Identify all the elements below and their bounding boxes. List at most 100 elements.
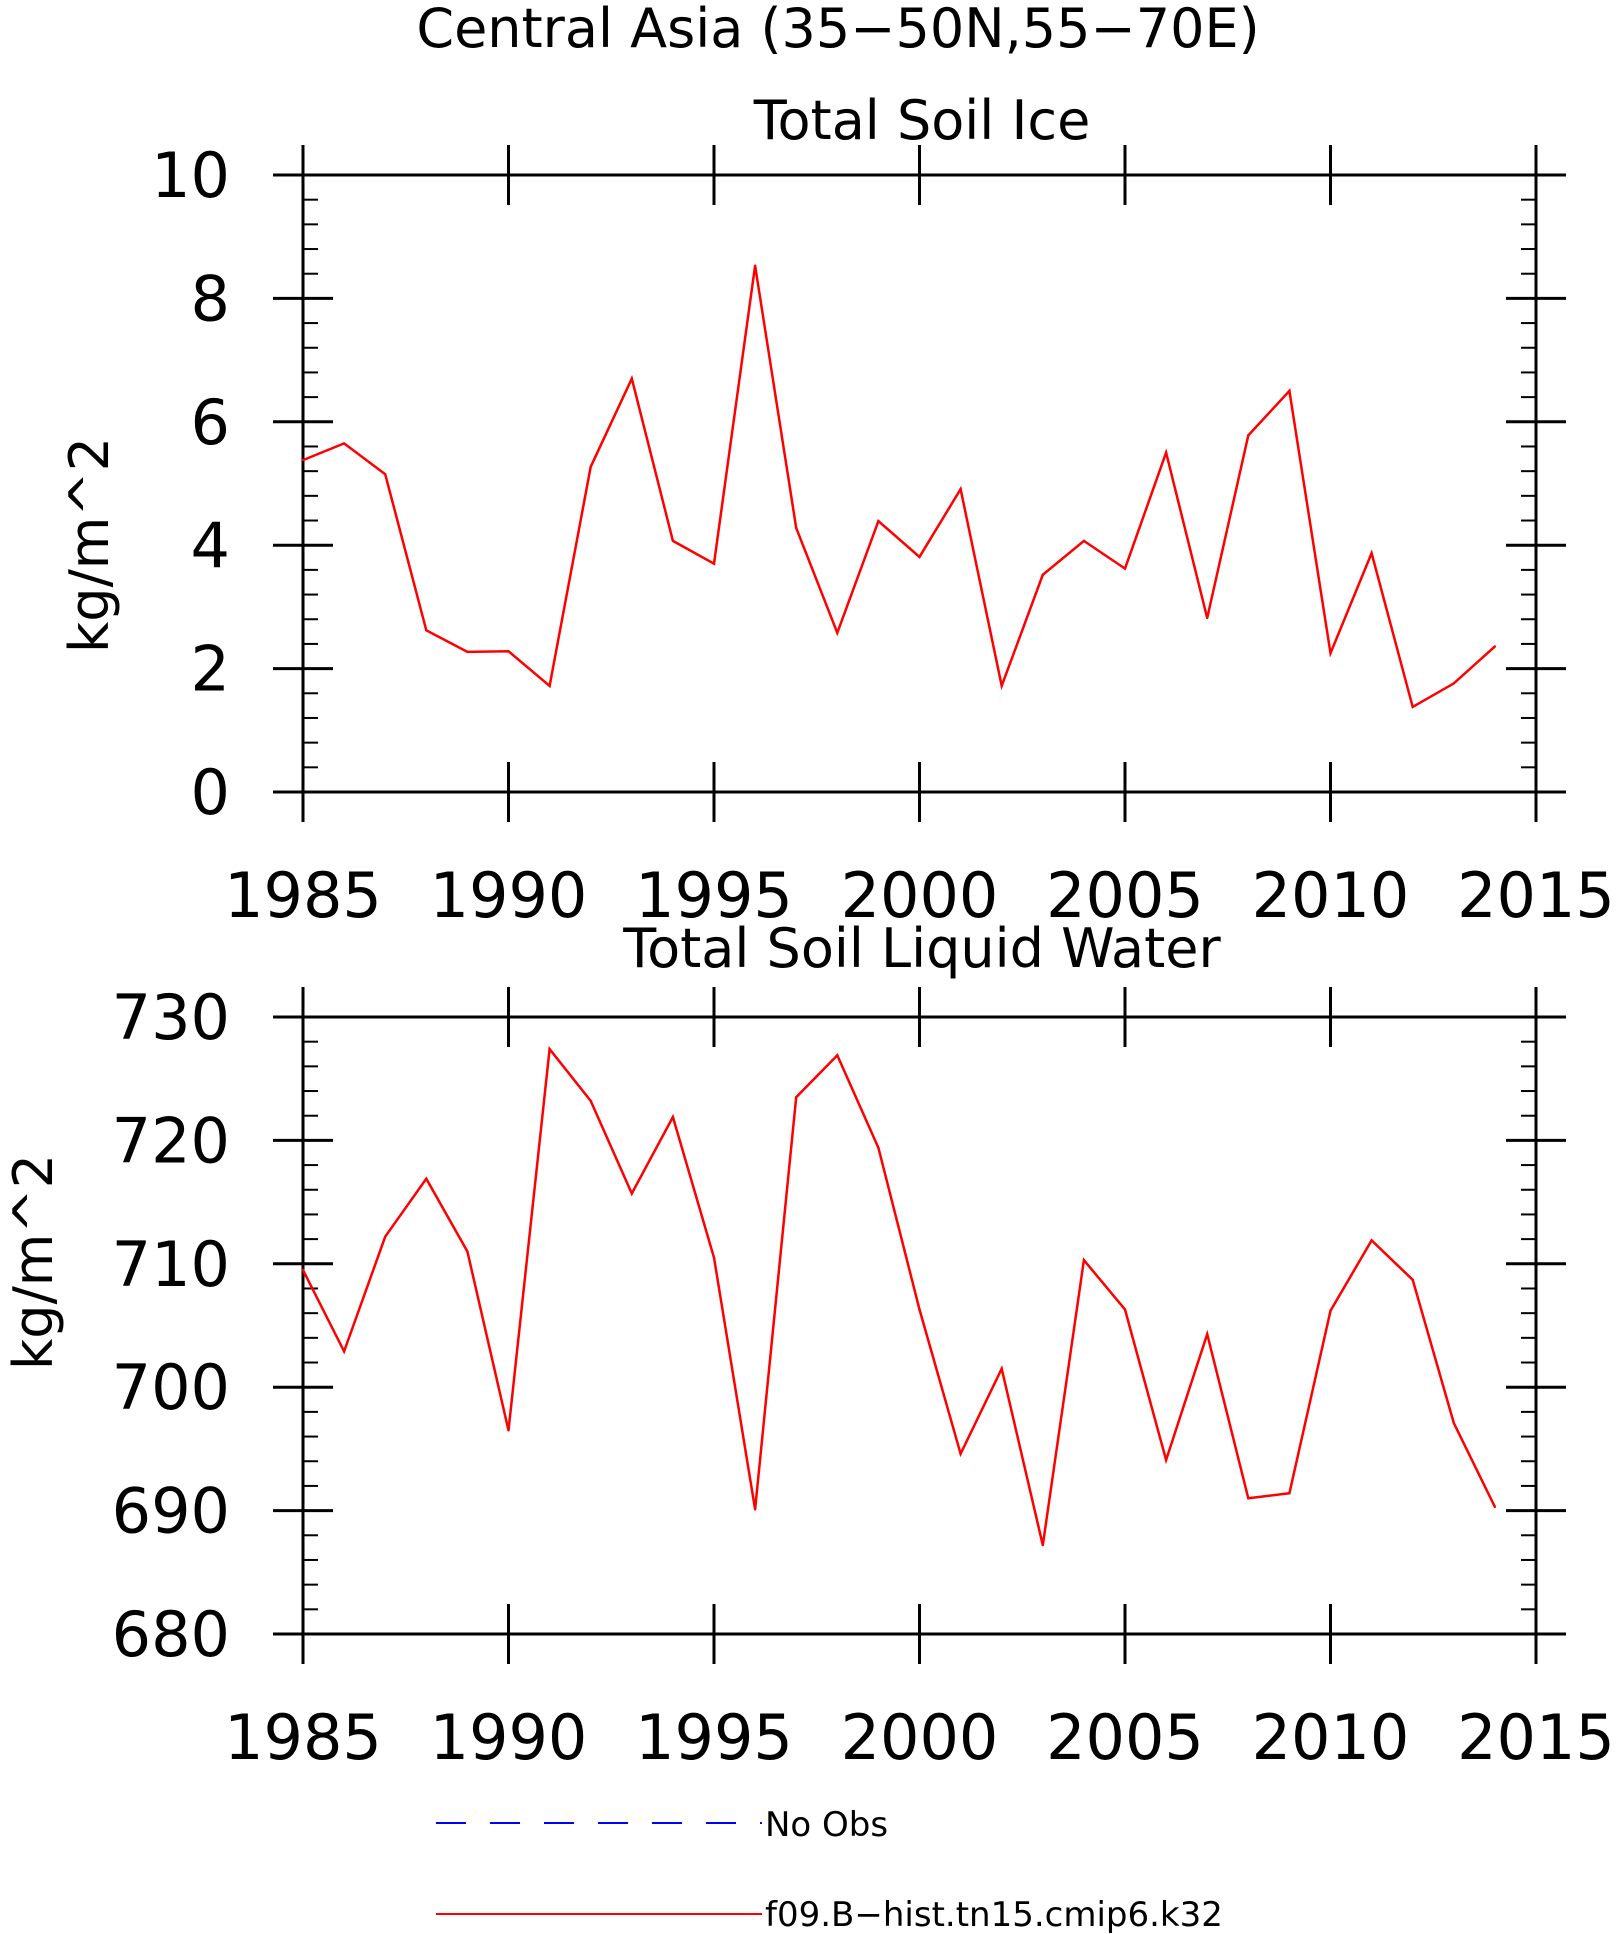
data-point (795, 526, 798, 530)
data-point (1041, 1543, 1045, 1547)
data-point (1493, 645, 1497, 648)
data-point (1206, 616, 1209, 620)
data-point (1452, 1421, 1456, 1425)
data-point (1411, 1278, 1414, 1282)
data-point (589, 465, 592, 469)
plot-frame (301, 173, 1538, 794)
y-tick-label: 4 (191, 509, 230, 582)
data-point (630, 1192, 633, 1195)
data-point (425, 1177, 428, 1180)
legend-label-no-obs: No Obs (765, 1805, 888, 1845)
data-point (1288, 1492, 1291, 1495)
data-point (671, 1115, 675, 1119)
y-tick-label: 10 (151, 139, 230, 212)
y-tick-label: 700 (112, 1351, 230, 1424)
data-point (466, 1250, 469, 1253)
data-point (342, 442, 346, 445)
data-point (548, 684, 551, 688)
y-tick-label: 680 (112, 1598, 230, 1671)
data-point (877, 519, 880, 523)
data-point (384, 1235, 387, 1238)
x-tick-label: 2010 (1252, 859, 1410, 932)
series-line (301, 1045, 1497, 1546)
x-tick-label: 2015 (1457, 859, 1615, 932)
y-tick-label: 8 (191, 262, 230, 335)
data-point (1206, 1332, 1209, 1336)
data-point (384, 473, 387, 476)
y-tick-label: 690 (112, 1475, 230, 1548)
y-axis-label: kg/m^2 (2, 1154, 65, 1370)
data-point (548, 1047, 551, 1051)
y-tick-label: 0 (191, 756, 230, 829)
x-tick-label: 1985 (224, 859, 382, 932)
x-tick-label: 1985 (224, 1701, 382, 1774)
x-tick-label: 2010 (1252, 1701, 1410, 1774)
data-point (1247, 434, 1250, 437)
legend-entry-no-obs: No Obs (436, 1805, 888, 1845)
data-point (1082, 1258, 1086, 1262)
data-point (1247, 1497, 1250, 1500)
data-point (301, 458, 305, 462)
x-tick-label: 1995 (635, 1701, 793, 1774)
series-line (302, 265, 1496, 709)
data-point (1329, 651, 1332, 655)
data-point (918, 1308, 921, 1311)
x-tick-label: 2000 (841, 1701, 999, 1774)
y-axis-label: kg/m^2 (58, 437, 121, 653)
data-point (1041, 573, 1045, 577)
plot-frame (301, 1015, 1538, 1636)
panel-title: Total Soil Ice (753, 89, 1091, 152)
data-point (1329, 1309, 1332, 1312)
x-tick-label: 2005 (1046, 859, 1204, 932)
data-point (1000, 1367, 1003, 1370)
data-point (630, 377, 633, 380)
data-point (671, 539, 675, 543)
data-point (1123, 1308, 1127, 1311)
data-point (301, 1268, 305, 1272)
data-point (507, 1429, 510, 1432)
data-point (712, 562, 716, 565)
data-point (507, 650, 510, 653)
data-point (1411, 705, 1414, 709)
data-point (1164, 451, 1168, 454)
legend-label-model: f09.B−hist.tn15.cmip6.k32 (765, 1895, 1223, 1934)
data-point (466, 650, 469, 654)
data-point (1493, 1505, 1497, 1509)
legend-entry-model: f09.B−hist.tn15.cmip6.k32 (436, 1895, 1223, 1934)
data-point (1164, 1458, 1168, 1462)
data-point (753, 264, 757, 267)
data-point (1123, 567, 1127, 570)
data-point (753, 1508, 757, 1511)
data-point (342, 1350, 346, 1353)
data-point (877, 1146, 880, 1150)
data-point (795, 1096, 798, 1099)
data-point (1288, 389, 1291, 393)
data-point (1370, 1239, 1373, 1242)
x-tick-label: 2000 (841, 859, 999, 932)
y-tick-label: 6 (191, 386, 230, 459)
x-tick-label: 1990 (430, 859, 588, 932)
data-point (959, 487, 962, 491)
y-tick-label: 720 (112, 1104, 230, 1177)
y-tick-label: 710 (112, 1228, 230, 1301)
data-point (1082, 539, 1086, 543)
y-tick-label: 2 (191, 633, 230, 706)
data-point (836, 631, 839, 635)
panel-total-soil-liquid-water: Total Soil Liquid Water kg/m^2 1985 1990 1… (2, 917, 1615, 1774)
figure-title: Central Asia (35−50N,55−70E) (416, 0, 1259, 60)
x-tick-label: 1990 (430, 1701, 588, 1774)
y-tick-label: 730 (112, 981, 230, 1054)
data-point (1452, 682, 1456, 685)
data-point (589, 1099, 592, 1103)
data-point (1370, 552, 1373, 555)
data-point (425, 629, 428, 632)
data-point (918, 555, 921, 559)
x-tick-label: 2015 (1457, 1701, 1615, 1774)
panel-total-soil-ice: Total Soil Ice kg/m^2 1985 1990 1995 2000 20… (58, 89, 1615, 932)
x-tick-label: 2005 (1046, 1701, 1204, 1774)
x-tick-label: 1995 (635, 859, 793, 932)
panel-title: Total Soil Liquid Water (622, 917, 1221, 980)
data-point (959, 1452, 962, 1456)
data-point (1000, 684, 1003, 688)
